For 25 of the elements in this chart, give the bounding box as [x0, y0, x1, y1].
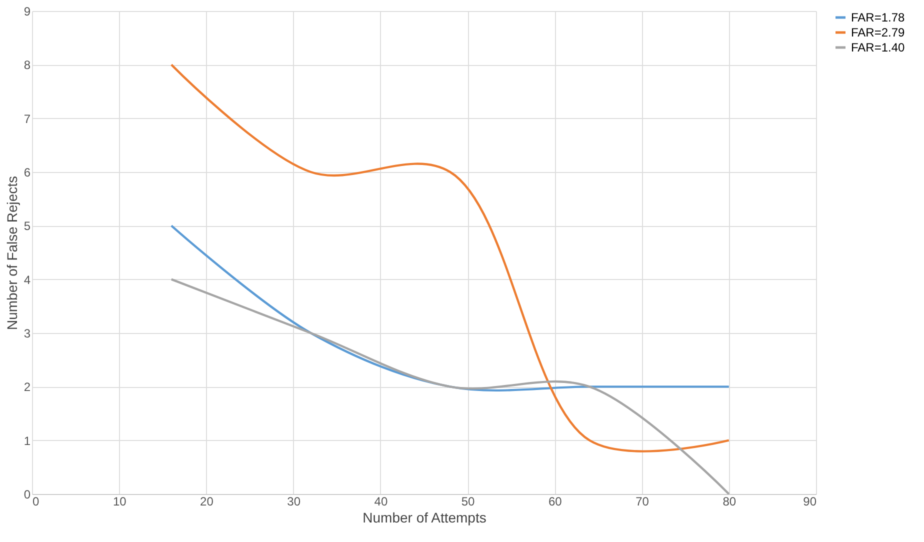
x-tick-label: 50 [461, 494, 476, 508]
y-axis-title: Number of False Rejects [4, 176, 20, 330]
x-tick-label: 10 [112, 494, 127, 508]
x-axis-title: Number of Attempts [362, 510, 486, 526]
y-tick-label: 6 [24, 166, 31, 180]
y-tick-label: 7 [24, 112, 31, 126]
y-tick-label: 5 [24, 219, 31, 234]
legend-label: FAR=2.79 [851, 26, 906, 40]
line-series [170, 278, 730, 496]
legend-label: FAR=1.40 [851, 40, 906, 54]
x-tick-label: 80 [722, 494, 736, 508]
x-tick-label: 20 [200, 494, 214, 508]
x-tick-label: 40 [374, 494, 388, 508]
x-tick-label: 0 [32, 494, 40, 508]
x-tick-label: 60 [548, 494, 562, 508]
x-tick-label: 30 [287, 494, 301, 508]
y-tick-label: 8 [24, 58, 31, 72]
x-tick-label: 90 [803, 494, 817, 508]
y-tick-label: 3 [24, 326, 31, 340]
legend-label: FAR=1.78 [851, 10, 906, 24]
y-tick-label: 1 [24, 434, 31, 448]
x-tick-label: 70 [636, 494, 650, 508]
y-tick-label: 4 [24, 272, 31, 287]
y-tick-label: 2 [24, 380, 31, 394]
y-tick-label: 9 [24, 4, 31, 18]
